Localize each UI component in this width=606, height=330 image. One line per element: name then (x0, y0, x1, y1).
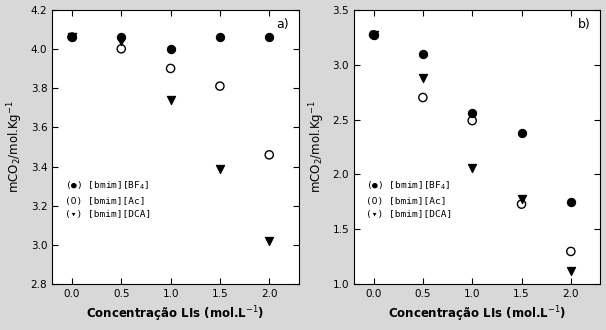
Point (566, 249, 576, 254)
Point (368, 32, 378, 38)
X-axis label: Concentração LIs (mol.L$^{-1}$): Concentração LIs (mol.L$^{-1}$) (388, 305, 566, 324)
Point (67, 34, 77, 40)
Text: (●) [bmim][BF$_4$]
(O) [bmim][Ac]
(▾) [bmim][DCA]: (●) [bmim][BF$_4$] (O) [bmim][Ac] (▾) [b… (366, 180, 453, 219)
Point (467, 110, 477, 116)
Point (264, 34, 274, 40)
Point (264, 239, 274, 244)
Point (517, 202, 527, 207)
Point (566, 199, 576, 205)
Point (418, 51, 428, 56)
Point (368, 32, 378, 38)
Point (116, 46, 126, 51)
Point (517, 130, 527, 135)
Point (418, 75, 428, 81)
Point (418, 95, 428, 100)
Point (215, 83, 225, 89)
Point (165, 46, 175, 51)
Point (368, 32, 378, 38)
Point (467, 118, 477, 123)
Point (67, 34, 77, 40)
Point (165, 66, 175, 71)
Point (517, 196, 527, 201)
Y-axis label: mCO$_2$/mol.Kg$^{-1}$: mCO$_2$/mol.Kg$^{-1}$ (307, 101, 327, 193)
Point (116, 34, 126, 40)
Text: (●) [bmim][BF$_4$]
(O) [bmim][Ac]
(▾) [bmim][DCA]: (●) [bmim][BF$_4$] (O) [bmim][Ac] (▾) [b… (64, 180, 151, 219)
Point (467, 165, 477, 171)
X-axis label: Concentração LIs (mol.L$^{-1}$): Concentração LIs (mol.L$^{-1}$) (86, 305, 265, 324)
Point (165, 97, 175, 103)
Point (215, 166, 225, 171)
Point (215, 34, 225, 40)
Point (67, 34, 77, 40)
Point (566, 269, 576, 274)
Text: b): b) (578, 18, 591, 31)
Y-axis label: mCO$_2$/mol.Kg$^{-1}$: mCO$_2$/mol.Kg$^{-1}$ (5, 101, 25, 193)
Point (264, 152, 274, 157)
Point (116, 38, 126, 44)
Text: a): a) (276, 18, 289, 31)
